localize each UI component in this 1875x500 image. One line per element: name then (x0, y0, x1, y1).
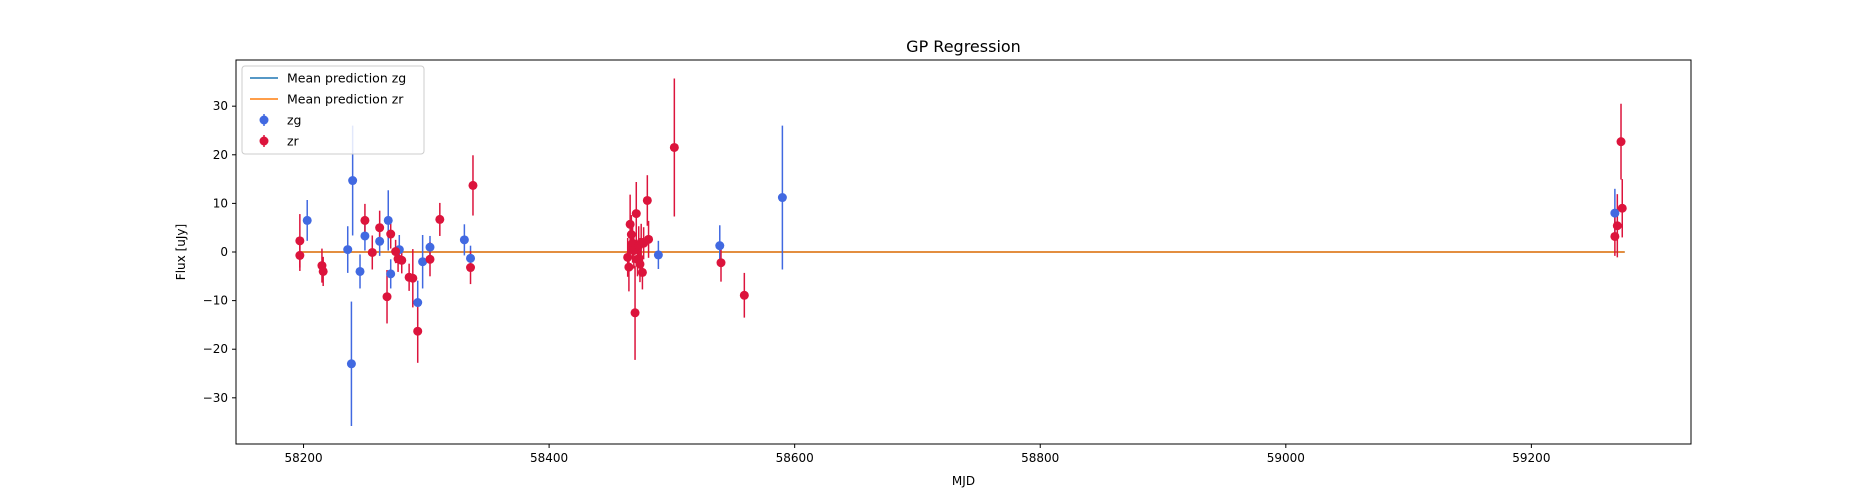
zr-data-point (360, 215, 370, 225)
zg-data-point (343, 245, 353, 255)
zr-data-point (1616, 137, 1626, 147)
data-markers (295, 137, 1627, 369)
zr-data-point (318, 266, 328, 276)
x-tick-label: 58800 (1021, 451, 1059, 465)
zr-data-point (642, 195, 652, 205)
legend-label: zg (287, 113, 302, 128)
zr-data-point (644, 234, 654, 244)
y-tick-label: −10 (203, 294, 228, 308)
zg-data-point (360, 231, 370, 241)
zr-data-point (637, 267, 647, 277)
legend: Mean prediction zg Mean prediction zr zg zr (241, 65, 425, 155)
zr-data-point (375, 223, 385, 233)
zr-data-point (397, 255, 407, 265)
x-tick-label: 59000 (1267, 451, 1305, 465)
x-tick-label: 58200 (284, 451, 322, 465)
legend-box (241, 65, 425, 155)
zr-data-point (386, 229, 396, 239)
zg-data-point (466, 253, 476, 263)
y-tick-label: 30 (213, 99, 228, 113)
x-tick-label: 58600 (776, 451, 814, 465)
zr-data-point (466, 263, 476, 273)
zr-data-point (413, 326, 423, 336)
zg-data-point (777, 193, 787, 203)
zg-data-point (413, 298, 423, 308)
zr-data-point (435, 214, 445, 224)
zr-data-point (630, 308, 640, 318)
plot-area (295, 78, 1627, 427)
y-axis: −30 −20 −10 0 10 20 30 (203, 99, 236, 405)
zr-data-point (425, 254, 435, 264)
zr-data-point (635, 259, 645, 269)
y-tick-label: −20 (203, 342, 228, 356)
zg-data-point (459, 235, 469, 245)
zr-data-point (1617, 203, 1627, 213)
zr-data-point (1612, 221, 1622, 231)
zr-data-point (625, 219, 635, 229)
x-tick-label: 58400 (530, 451, 568, 465)
zr-data-point (669, 142, 679, 152)
zr-data-point (408, 273, 418, 283)
zr-data-point (716, 258, 726, 268)
zr-data-point (623, 252, 633, 262)
zr-data-point (367, 247, 377, 257)
legend-label: Mean prediction zr (287, 92, 404, 107)
x-axis-label: MJD (952, 474, 975, 488)
legend-marker-swatch (259, 115, 269, 125)
zr-data-point (295, 250, 305, 260)
legend-label: zr (287, 134, 300, 149)
zg-data-point (346, 359, 356, 369)
zg-data-point (715, 241, 725, 251)
zg-data-point (383, 215, 393, 225)
y-tick-label: −30 (203, 391, 228, 405)
zg-data-point (1610, 208, 1620, 218)
zr-data-point (295, 236, 305, 246)
zr-data-point (626, 230, 636, 240)
x-axis: 58200 58400 58600 58800 59000 59200 (284, 444, 1550, 465)
legend-label: Mean prediction zg (287, 71, 406, 86)
zr-data-point (391, 247, 401, 257)
zg-data-point (425, 242, 435, 252)
zr-data-point (382, 292, 392, 302)
y-axis-label: Flux [uJy] (174, 224, 188, 280)
zg-data-point (348, 176, 358, 186)
zg-data-point (386, 269, 396, 279)
zg-data-point (375, 236, 385, 246)
y-tick-label: 10 (213, 196, 228, 210)
zg-data-point (355, 266, 365, 276)
zg-data-point (418, 257, 428, 267)
legend-marker-swatch (259, 136, 269, 146)
zr-data-point (1610, 231, 1620, 241)
zr-data-point (631, 209, 641, 219)
zg-data-point (653, 250, 663, 260)
x-tick-label: 59200 (1512, 451, 1550, 465)
y-tick-label: 20 (213, 148, 228, 162)
zr-data-point (624, 262, 634, 272)
zr-data-point (468, 180, 478, 190)
chart-title: GP Regression (906, 37, 1021, 56)
y-tick-label: 0 (220, 245, 228, 259)
zr-data-point (739, 290, 749, 300)
zg-data-point (302, 215, 312, 225)
